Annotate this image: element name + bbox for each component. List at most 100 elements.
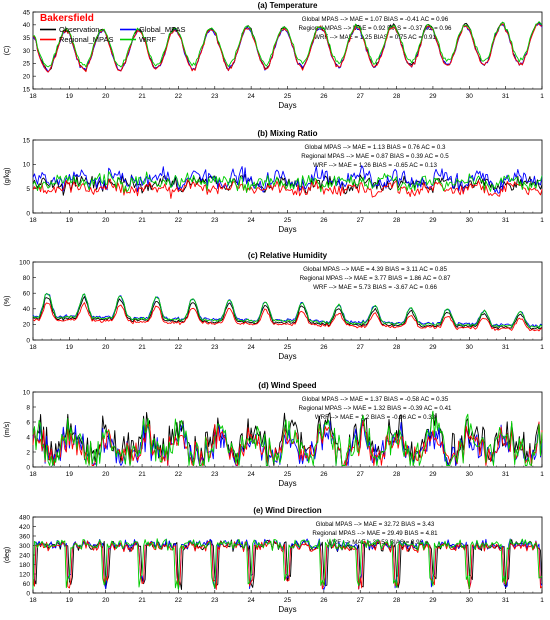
x-tick-label: 26 xyxy=(320,471,328,478)
series-line-wrf xyxy=(32,410,543,466)
panel-title: (a) Temperature xyxy=(258,1,318,10)
x-tick-label: 29 xyxy=(429,217,437,224)
plot-frame xyxy=(32,516,543,594)
x-tick-label: 19 xyxy=(66,471,74,478)
stats-line: Global MPAS --> MAE = 1.37 BIAS = -0.58 … xyxy=(302,396,449,403)
x-tick-label: 22 xyxy=(175,597,183,604)
legend-label: WRF xyxy=(139,35,156,44)
x-tick-label: 25 xyxy=(284,344,292,351)
station-label: Bakersfield xyxy=(40,13,94,24)
stats-line: Regional MPAS --> MAE = 29.49 BIAS = 4.8… xyxy=(312,530,438,537)
y-tick-label: 80 xyxy=(23,275,31,282)
series-line-wrf xyxy=(32,293,543,329)
x-tick-label: 31 xyxy=(502,344,510,351)
x-axis-label: Days xyxy=(278,101,296,110)
y-tick-label: 120 xyxy=(19,571,30,578)
x-tick-label: 25 xyxy=(284,597,292,604)
y-tick-label: 10 xyxy=(23,162,31,169)
series-line-observation xyxy=(32,296,543,330)
y-tick-label: 480 xyxy=(19,514,30,521)
stats-line: Regional MPAS --> MAE = 1.32 BIAS = -0.3… xyxy=(299,405,452,412)
y-tick-label: 10 xyxy=(23,389,31,396)
series-line-wrf xyxy=(32,171,543,194)
y-tick-label: 0 xyxy=(26,210,30,217)
y-tick-label: 5 xyxy=(26,186,30,193)
x-tick-label: 23 xyxy=(211,93,219,100)
series-line-wrf xyxy=(32,538,543,591)
x-tick-label: 21 xyxy=(138,93,146,100)
x-tick-label: 24 xyxy=(248,344,256,351)
x-tick-label: 1 xyxy=(540,217,544,224)
x-tick-label: 23 xyxy=(211,597,219,604)
panel-title: (b) Mixing Ratio xyxy=(258,129,318,138)
x-tick-label: 28 xyxy=(393,344,401,351)
stats-line: WRF --> MAE = 35.53 BIAS = 3.96 xyxy=(327,539,424,546)
y-tick-label: 8 xyxy=(26,404,30,411)
y-axis-label: (g/kg) xyxy=(4,168,11,186)
x-tick-label: 22 xyxy=(175,471,183,478)
y-tick-label: 20 xyxy=(23,322,31,329)
x-tick-label: 20 xyxy=(102,93,110,100)
legend-label: Regional_MPAS xyxy=(59,35,113,44)
x-tick-label: 1 xyxy=(540,93,544,100)
plot-frame xyxy=(32,261,543,341)
stats-line: WRF --> MAE = 1.26 BIAS = -0.65 AC = 0.1… xyxy=(313,162,437,169)
x-tick-label: 26 xyxy=(320,597,328,604)
x-tick-label: 21 xyxy=(138,597,146,604)
stats-line: Global MPAS --> MAE = 1.13 BIAS = 0.76 A… xyxy=(305,144,446,151)
x-tick-label: 24 xyxy=(248,217,256,224)
plot-frame xyxy=(32,139,543,214)
x-tick-label: 19 xyxy=(66,597,74,604)
y-tick-label: 15 xyxy=(23,86,31,93)
y-tick-label: 2 xyxy=(26,449,30,456)
x-tick-label: 26 xyxy=(320,93,328,100)
panel-title: (d) Wind Speed xyxy=(258,381,316,390)
x-tick-label: 27 xyxy=(357,471,365,478)
x-tick-label: 18 xyxy=(29,471,37,478)
x-tick-label: 23 xyxy=(211,471,219,478)
y-tick-label: 40 xyxy=(23,22,31,29)
x-tick-label: 27 xyxy=(357,597,365,604)
y-tick-label: 35 xyxy=(23,35,31,42)
x-tick-label: 27 xyxy=(357,344,365,351)
x-tick-label: 19 xyxy=(66,93,74,100)
x-tick-label: 25 xyxy=(284,93,292,100)
y-tick-label: 0 xyxy=(26,337,30,344)
x-tick-label: 22 xyxy=(175,217,183,224)
x-tick-label: 28 xyxy=(393,471,401,478)
x-tick-label: 30 xyxy=(466,471,474,478)
x-axis-label: Days xyxy=(278,605,296,614)
x-tick-label: 23 xyxy=(211,344,219,351)
x-tick-label: 20 xyxy=(102,217,110,224)
x-tick-label: 29 xyxy=(429,471,437,478)
x-axis-label: Days xyxy=(278,352,296,361)
y-tick-label: 4 xyxy=(26,434,30,441)
legend-label: Observation xyxy=(59,25,99,34)
y-axis-label: (deg) xyxy=(4,547,11,563)
x-tick-label: 18 xyxy=(29,344,37,351)
stats-line: WRF --> MAE = 1.2 BIAS = -0.96 AC = 0.33 xyxy=(315,414,436,421)
x-tick-label: 24 xyxy=(248,93,256,100)
y-tick-label: 15 xyxy=(23,137,31,144)
x-tick-label: 31 xyxy=(502,217,510,224)
x-tick-label: 31 xyxy=(502,597,510,604)
y-axis-label: (%) xyxy=(4,296,11,307)
x-tick-label: 21 xyxy=(138,344,146,351)
stats-line: Global MPAS --> MAE = 1.07 BIAS = -0.41 … xyxy=(302,16,449,23)
x-tick-label: 30 xyxy=(466,597,474,604)
series-line-regional-mpas xyxy=(32,178,543,199)
y-tick-label: 360 xyxy=(19,533,30,540)
x-tick-label: 26 xyxy=(320,217,328,224)
y-tick-label: 60 xyxy=(23,291,31,298)
y-tick-label: 60 xyxy=(23,581,31,588)
y-tick-label: 20 xyxy=(23,73,31,80)
panel-5: (e) Wind Direction0601201802403003604204… xyxy=(4,506,544,614)
x-tick-label: 28 xyxy=(393,597,401,604)
stats-line: Global MPAS --> MAE = 32.72 BIAS = 3.43 xyxy=(316,521,435,528)
x-tick-label: 19 xyxy=(66,217,74,224)
stats-line: WRF --> MAE = 1.25 BIAS = 0.75 AC = 0.91 xyxy=(314,34,436,41)
x-tick-label: 24 xyxy=(248,471,256,478)
x-tick-label: 21 xyxy=(138,471,146,478)
